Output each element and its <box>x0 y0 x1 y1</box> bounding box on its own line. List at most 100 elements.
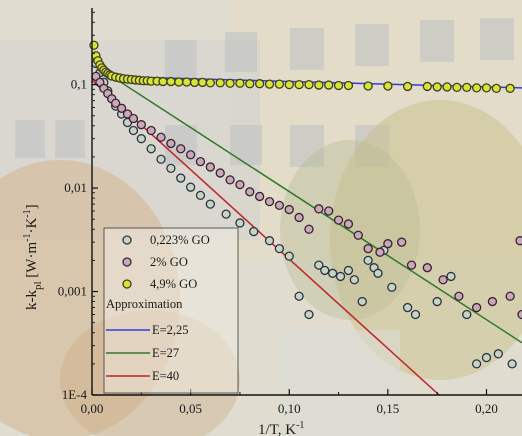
data-point <box>493 349 503 359</box>
legend-label-2-go: 2% GO <box>150 255 188 269</box>
data-point <box>264 236 275 246</box>
data-point <box>320 265 330 276</box>
data-point <box>462 309 472 320</box>
data-point <box>438 275 448 285</box>
data-point <box>333 215 344 225</box>
y-tick-label: 0,1 <box>71 77 87 92</box>
legend-label-e-2,25: E=2,25 <box>152 323 189 337</box>
data-point <box>397 237 407 247</box>
data-point <box>481 83 492 93</box>
data-point <box>373 268 383 278</box>
data-point <box>402 302 413 313</box>
data-point <box>375 247 385 257</box>
data-point <box>515 236 522 246</box>
data-point <box>185 150 196 160</box>
data-point <box>264 196 275 207</box>
data-point <box>454 291 464 301</box>
data-point <box>349 275 359 285</box>
data-point <box>182 77 192 87</box>
data-point <box>245 79 255 89</box>
data-point <box>146 125 156 136</box>
data-point <box>422 263 432 273</box>
data-point <box>176 144 186 154</box>
data-point <box>284 251 294 261</box>
data-point <box>205 78 215 88</box>
data-point <box>128 113 139 124</box>
x-tick-label: 0,20 <box>475 401 498 416</box>
data-point <box>111 98 121 108</box>
data-point <box>363 255 373 266</box>
data-point <box>205 162 215 172</box>
data-point <box>274 200 285 211</box>
data-point <box>274 79 285 89</box>
data-point <box>314 260 324 270</box>
data-point <box>432 296 442 307</box>
data-point <box>343 265 354 276</box>
data-point <box>235 78 245 88</box>
data-point <box>245 187 255 197</box>
x-tick-label: 0,15 <box>376 401 399 416</box>
data-point <box>481 352 492 363</box>
data-point <box>294 79 304 90</box>
data-point <box>128 125 139 136</box>
data-point <box>324 206 334 216</box>
data-point <box>174 77 184 87</box>
data-point <box>446 271 456 282</box>
data-point <box>189 77 200 88</box>
data-point <box>136 134 146 144</box>
data-point <box>195 157 206 167</box>
data-point <box>517 309 522 320</box>
data-point <box>383 239 393 249</box>
data-point <box>343 80 354 91</box>
data-point <box>491 83 502 93</box>
data-point <box>264 79 275 89</box>
data-point <box>507 359 517 369</box>
data-point <box>353 230 363 240</box>
legend-label-0,223-go: 0,223% GO <box>150 233 210 247</box>
y-axis-title: k-kpl [W·m-1·K-1] <box>22 204 44 310</box>
data-point <box>471 359 482 369</box>
data-point <box>442 82 452 92</box>
data-point <box>215 78 225 88</box>
y-tick-label: 0,01 <box>64 180 87 195</box>
data-point <box>284 204 294 215</box>
data-point <box>383 81 393 91</box>
data-point <box>471 302 482 313</box>
data-point <box>471 83 482 93</box>
data-point <box>225 78 235 88</box>
data-point <box>327 268 338 278</box>
data-point <box>357 296 367 307</box>
data-point <box>255 191 265 202</box>
data-point <box>324 80 334 90</box>
data-point <box>294 212 304 223</box>
data-point <box>235 179 245 190</box>
data-point <box>505 83 515 93</box>
data-point <box>235 218 245 228</box>
data-point <box>304 224 314 234</box>
series-2-go <box>91 71 522 320</box>
data-point <box>225 175 235 185</box>
data-point <box>294 291 304 301</box>
data-point <box>462 82 472 93</box>
data-point <box>221 209 231 219</box>
data-point <box>156 154 166 164</box>
data-point <box>284 79 294 90</box>
data-point <box>314 80 324 90</box>
x-tick-label: 0,00 <box>81 401 104 416</box>
x-axis-title: 1/T, K-1 <box>258 420 304 436</box>
data-point <box>158 76 168 87</box>
legend: 0,223% GO 2% GO 4,9% GO Approximation E=… <box>103 227 239 394</box>
data-point <box>304 309 314 320</box>
data-point <box>274 243 285 254</box>
data-point <box>487 296 498 307</box>
data-point <box>195 190 206 201</box>
data-point <box>363 243 373 254</box>
data-point <box>197 77 208 88</box>
data-point <box>363 81 373 91</box>
legend-marker-0,223-go <box>122 235 132 245</box>
data-point <box>185 182 196 192</box>
legend-label-4,9-go: 4,9% GO <box>150 277 197 291</box>
data-point <box>452 82 462 93</box>
data-point <box>116 103 127 113</box>
